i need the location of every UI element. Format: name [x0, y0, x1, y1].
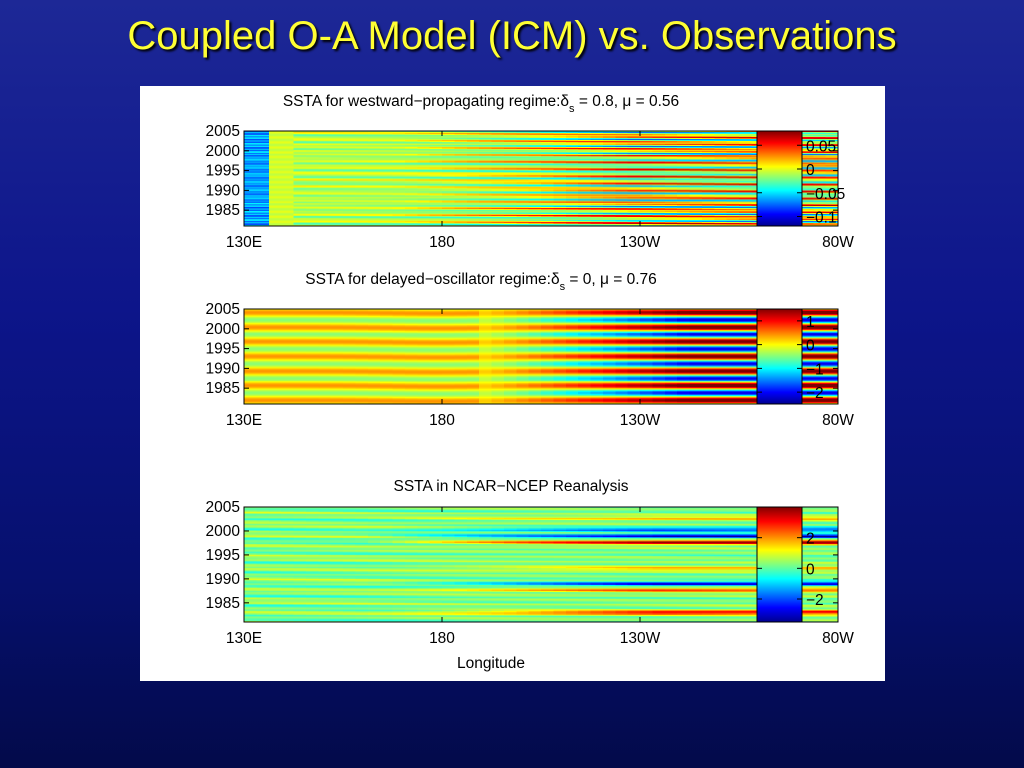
- x-tick-label: 80W: [822, 412, 854, 429]
- x-tick-label: 180: [429, 234, 455, 251]
- colorbar: 1 0 −1 −2: [756, 308, 824, 405]
- colorbar-tick-label: 0: [806, 162, 815, 179]
- colorbar-tick-label: −2: [806, 592, 824, 609]
- colorbar-tick-label: 0: [806, 561, 815, 578]
- slide-title: Coupled O-A Model (ICM) vs. Observations: [127, 14, 897, 58]
- x-axis-label: Longitude: [457, 655, 525, 672]
- colorbar-gradient: [756, 308, 803, 405]
- y-tick-label: 1990: [206, 360, 241, 377]
- y-tick-label: 1990: [206, 571, 241, 588]
- colorbar-gradient: [756, 130, 803, 227]
- plot-frame: [243, 308, 839, 405]
- colorbar-tick-label: 2: [806, 531, 815, 548]
- y-tick-label: 1990: [206, 182, 241, 199]
- colorbar-tick-label: 0.05: [806, 138, 836, 155]
- plot-frame: [243, 506, 839, 623]
- x-tick-label: 130W: [620, 412, 661, 429]
- figure-svg: SSTA for westward−propagating regime:δs …: [206, 93, 855, 672]
- y-tick-label: 1985: [206, 595, 240, 612]
- x-tick-label: 130W: [620, 630, 661, 647]
- chart-title: SSTA for delayed−oscillator regime:δs = …: [305, 271, 657, 293]
- y-tick-label: 1985: [206, 380, 240, 397]
- y-tick-label: 2005: [206, 123, 240, 140]
- colorbar-tick-label: −1: [806, 361, 824, 378]
- chart-3: SSTA in NCAR−NCEP Reanalysis 130E 180 130W 8…: [206, 478, 855, 672]
- y-tick-label: 1995: [206, 163, 240, 180]
- chart-1: SSTA for westward−propagating regime:δs …: [206, 93, 855, 251]
- y-tick-label: 2000: [206, 143, 241, 160]
- chart-title: SSTA for westward−propagating regime:δs …: [283, 93, 679, 115]
- plot-frame: [243, 130, 839, 227]
- colorbar-tick-label: −0.05: [806, 186, 845, 203]
- heatmap-field: [244, 309, 839, 405]
- colorbar-tick-label: 0: [806, 338, 815, 355]
- colorbar-tick-label: 1: [806, 314, 815, 331]
- x-tick-label: 130E: [226, 234, 262, 251]
- y-tick-label: 2005: [206, 499, 240, 516]
- x-tick-label: 180: [429, 630, 455, 647]
- heatmap-field: [244, 507, 839, 623]
- x-tick-label: 80W: [822, 234, 854, 251]
- heatmap-field: [244, 131, 839, 227]
- x-tick-label: 80W: [822, 630, 854, 647]
- x-tick-label: 130E: [226, 630, 262, 647]
- y-tick-label: 1985: [206, 202, 240, 219]
- y-tick-label: 1995: [206, 547, 240, 564]
- chart-2: SSTA for delayed−oscillator regime:δs = …: [206, 271, 855, 429]
- y-tick-label: 2000: [206, 523, 241, 540]
- y-tick-label: 2005: [206, 301, 240, 318]
- colorbar: 0.05 0 −0.05 −0.1: [756, 130, 845, 227]
- x-tick-label: 130W: [620, 234, 661, 251]
- chart-title: SSTA in NCAR−NCEP Reanalysis: [393, 478, 628, 495]
- x-tick-label: 130E: [226, 412, 262, 429]
- figure-panel: SSTA for westward−propagating regime:δs …: [140, 86, 885, 681]
- colorbar: 2 0 −2: [756, 506, 824, 623]
- y-tick-label: 2000: [206, 321, 241, 338]
- x-tick-label: 180: [429, 412, 455, 429]
- colorbar-tick-label: −2: [806, 385, 824, 402]
- colorbar-tick-label: −0.1: [806, 210, 837, 227]
- y-tick-label: 1995: [206, 341, 240, 358]
- colorbar-gradient: [756, 506, 803, 623]
